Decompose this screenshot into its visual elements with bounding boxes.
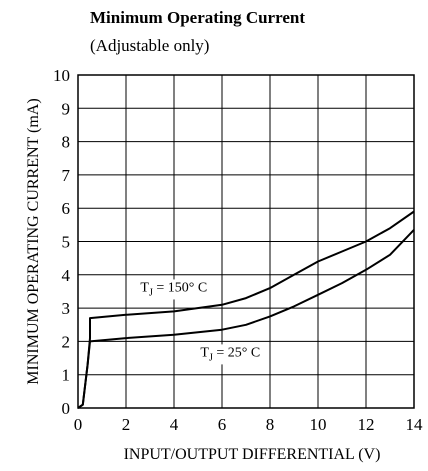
y-tick-label: 2 — [62, 332, 71, 351]
series-line-1 — [77, 229, 415, 409]
annotation-background — [198, 344, 263, 365]
annotation-background — [138, 279, 210, 300]
x-tick-label: 0 — [74, 415, 83, 434]
y-tick-label: 7 — [62, 166, 71, 185]
annotation-label: TJ = 25° C — [200, 345, 260, 363]
series-lines — [77, 210, 415, 409]
x-tick-label: 4 — [170, 415, 179, 434]
x-tick-labels: 0 2 4 6 8 10 12 14 — [74, 415, 423, 434]
series-line-0 — [77, 210, 415, 409]
x-tick-label: 12 — [358, 415, 375, 434]
chart-subtitle: (Adjustable only) — [90, 36, 210, 55]
annotations: TJ = 150° C TJ = 25° C — [138, 279, 263, 365]
y-tick-label: 5 — [62, 233, 71, 252]
y-axis-label: MINIMUM OPERATING CURRENT (mA) — [25, 98, 42, 384]
y-tick-label: 10 — [53, 66, 70, 85]
annotation-label: TJ = 150° C — [140, 280, 207, 298]
x-tick-label: 10 — [310, 415, 327, 434]
y-tick-label: 8 — [62, 133, 71, 152]
y-tick-label: 4 — [62, 266, 71, 285]
plot-frame — [77, 74, 415, 409]
y-tick-label: 0 — [62, 399, 71, 418]
y-tick-label: 6 — [62, 199, 71, 218]
y-tick-label: 9 — [62, 99, 71, 118]
x-tick-label: 6 — [218, 415, 227, 434]
x-tick-label: 14 — [406, 415, 424, 434]
x-tick-label: 8 — [266, 415, 275, 434]
x-axis-label: INPUT/OUTPUT DIFFERENTIAL (V) — [124, 446, 381, 463]
y-tick-labels: 0 1 2 3 4 5 6 7 8 9 10 — [53, 66, 71, 418]
y-tick-label: 1 — [62, 366, 71, 385]
x-tick-label: 2 — [122, 415, 131, 434]
chart-title: Minimum Operating Current — [90, 8, 306, 27]
y-tick-label: 3 — [62, 299, 71, 318]
